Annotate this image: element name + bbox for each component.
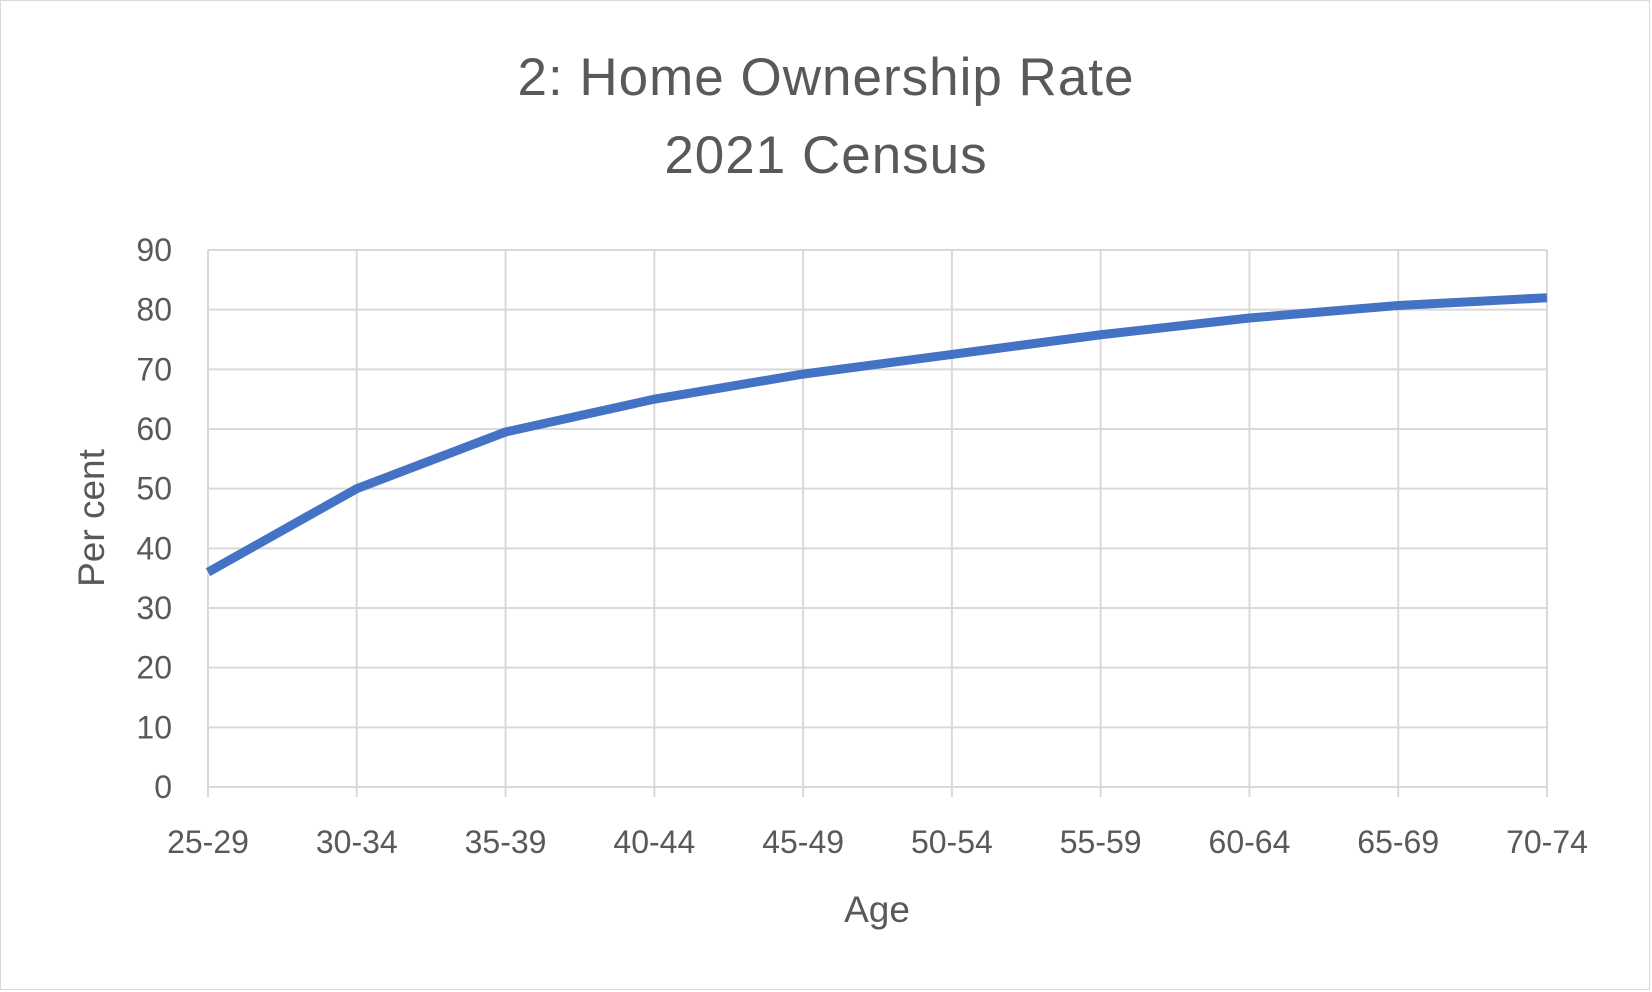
x-tick-label: 50-54 xyxy=(911,824,993,860)
x-axis-title: Age xyxy=(844,889,910,930)
y-tick-label: 80 xyxy=(136,292,172,328)
x-tick-label: 35-39 xyxy=(465,824,547,860)
y-tick-label: 10 xyxy=(136,709,172,745)
x-tick-label: 25-29 xyxy=(167,824,249,860)
gridlines xyxy=(207,249,1548,787)
chart-title: 2: Home Ownership Rate xyxy=(517,48,1135,107)
series-layer xyxy=(205,293,1548,577)
x-tick-label: 65-69 xyxy=(1357,824,1439,860)
y-tick-label: 0 xyxy=(154,769,172,805)
x-tick-label: 45-49 xyxy=(762,824,844,860)
y-axis-title: Per cent xyxy=(71,448,112,587)
y-tick-labels: 0 10 20 30 40 50 60 70 80 90 xyxy=(136,232,172,805)
series-line xyxy=(205,293,1548,577)
x-tick-label: 70-74 xyxy=(1506,824,1588,860)
x-tick-labels: 25-29 30-34 35-39 40-44 45-49 50-54 55-59 60-64… xyxy=(167,824,1588,860)
y-tick-label: 60 xyxy=(136,411,172,447)
y-tick-label: 70 xyxy=(136,351,172,387)
y-tick-label: 20 xyxy=(136,650,172,686)
y-tick-label: 50 xyxy=(136,471,172,507)
x-tick-label: 60-64 xyxy=(1209,824,1291,860)
x-tick-label: 40-44 xyxy=(613,824,695,860)
axes xyxy=(207,786,1548,797)
x-tick-label: 30-34 xyxy=(316,824,398,860)
x-tick-label: 55-59 xyxy=(1060,824,1142,860)
y-tick-label: 90 xyxy=(136,232,172,268)
y-tick-label: 40 xyxy=(136,530,172,566)
y-tick-label: 30 xyxy=(136,590,172,626)
chart-subtitle: 2021 Census xyxy=(664,126,988,185)
